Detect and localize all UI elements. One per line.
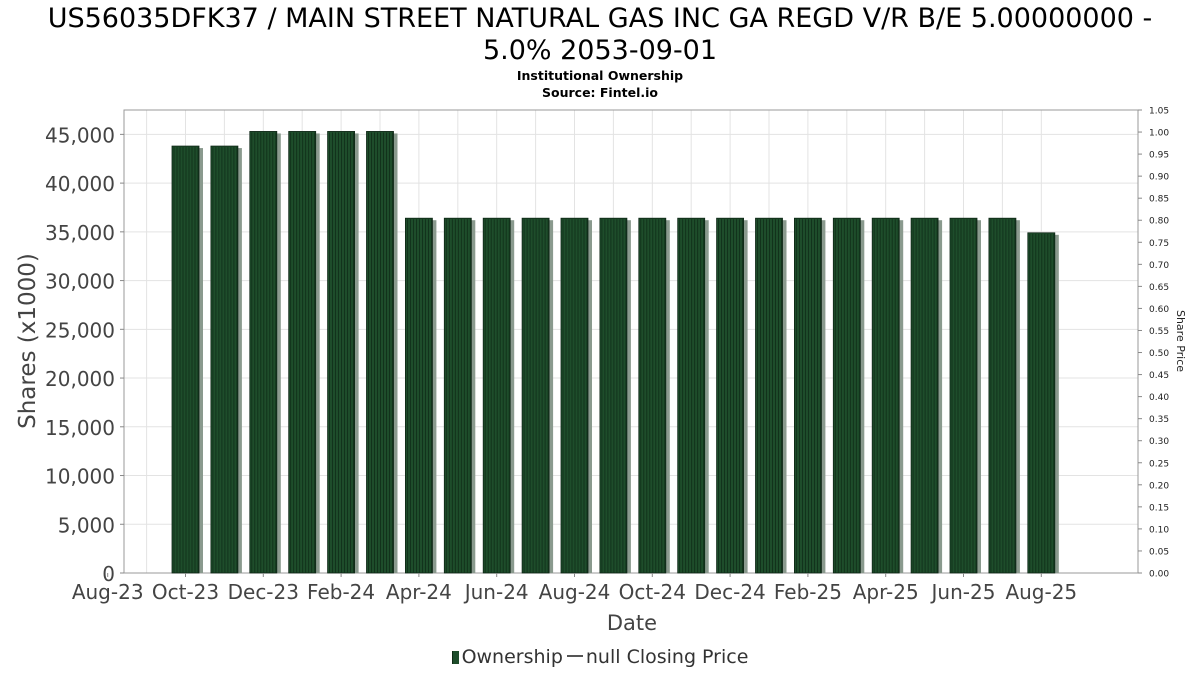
y-tick-label: 45,000 — [45, 123, 115, 147]
x-tick-label: Aug-25 — [1005, 580, 1077, 604]
ownership-bar — [171, 145, 203, 574]
x-tick-label: Dec-24 — [694, 580, 765, 604]
x-tick-label: Oct-23 — [152, 580, 219, 604]
price-legend-swatch — [566, 655, 583, 657]
ownership-bar — [443, 217, 476, 574]
ownership-bar — [1027, 232, 1059, 574]
x-tick-label: Feb-24 — [307, 580, 375, 604]
ownership-bar — [210, 145, 242, 574]
ownership-bar — [288, 131, 320, 574]
x-tick-label: Apr-24 — [386, 580, 452, 604]
ownership-bar — [755, 217, 787, 574]
legend: Ownership null Closing Price — [0, 646, 1200, 668]
y2-tick-label: 0.60 — [1149, 305, 1169, 315]
y2-tick-label: 1.00 — [1149, 129, 1169, 139]
y2-tick-label: 0.80 — [1149, 217, 1169, 227]
ownership-bar — [988, 217, 1020, 574]
y2-tick-label: 0.45 — [1149, 371, 1169, 381]
y2-tick-label: 0.65 — [1149, 283, 1169, 293]
y2-tick-label: 0.10 — [1149, 525, 1169, 535]
chart-title-line2: 5.0% 2053-09-01 — [482, 35, 718, 66]
ownership-bar — [521, 217, 554, 574]
y2-tick-label: 0.20 — [1149, 481, 1169, 491]
y2-tick-label: 0.55 — [1149, 327, 1169, 337]
ownership-bar — [249, 131, 281, 574]
y2-tick-label: 0.25 — [1149, 459, 1169, 469]
x-tick-label: Dec-23 — [228, 580, 299, 604]
chart-subtitle: Institutional Ownership — [516, 68, 684, 83]
ownership-bar — [794, 217, 826, 574]
y-tick-label: 25,000 — [45, 318, 115, 342]
x-axis-label: Date — [607, 611, 657, 635]
y2-tick-label: 0.40 — [1149, 393, 1169, 403]
legend-price: null Closing Price — [585, 646, 749, 668]
ownership-bar — [910, 217, 943, 574]
ownership-bar — [677, 217, 709, 574]
y-tick-label: 0 — [102, 562, 115, 586]
ownership-bar — [560, 217, 592, 574]
x-tick-label: Apr-25 — [853, 580, 919, 604]
y2-tick-label: 0.95 — [1149, 151, 1169, 161]
y-tick-label: 10,000 — [45, 465, 115, 489]
x-axis-ticks: Aug-23 Oct-23 Dec-23 Feb-24 Apr-24 Jun-24 Aug-… — [72, 573, 1077, 604]
ownership-bar — [949, 217, 981, 574]
y2-tick-label: 0.05 — [1149, 547, 1169, 557]
ownership-legend-swatch — [451, 651, 459, 664]
x-tick-label: Jun-25 — [930, 580, 996, 604]
x-tick-label: Jun-24 — [463, 580, 529, 604]
y2-tick-label: 0.15 — [1149, 503, 1169, 513]
y2-tick-label: 0.35 — [1149, 415, 1169, 425]
ownership-bar — [327, 131, 359, 574]
x-tick-label: Oct-24 — [619, 580, 686, 604]
y2-tick-label: 0.70 — [1149, 261, 1169, 271]
ownership-bar — [871, 217, 904, 574]
y2-tick-label: 1.05 — [1149, 107, 1169, 117]
ownership-bar — [404, 217, 437, 574]
y2-tick-label: 0.30 — [1149, 437, 1169, 447]
x-tick-label: Aug-23 — [72, 580, 144, 604]
y-tick-label: 35,000 — [45, 221, 115, 245]
chart-title-line1: US56035DFK37 / MAIN STREET NATURAL GAS I… — [47, 3, 1153, 34]
ownership-bar — [599, 217, 631, 574]
y2-tick-label: 0.00 — [1149, 570, 1169, 580]
ownership-bar — [638, 217, 670, 574]
ownership-bar — [832, 217, 865, 574]
y2-axis-label: Share Price — [1174, 310, 1187, 372]
y2-tick-label: 0.50 — [1149, 349, 1169, 359]
y-tick-label: 30,000 — [45, 270, 115, 294]
ownership-bar — [716, 217, 748, 574]
y-axis-ticks: 0 5,000 10,000 15,000 20,000 25,000 30,000 35,0… — [45, 123, 124, 586]
ownership-bar — [366, 131, 398, 574]
y-tick-label: 20,000 — [45, 367, 115, 391]
x-tick-label: Aug-24 — [539, 580, 611, 604]
ownership-bar — [482, 217, 515, 574]
y-tick-label: 40,000 — [45, 172, 115, 196]
bars-group — [171, 131, 1059, 574]
y2-axis-ticks: 0.00 0.05 0.10 0.15 0.20 0.25 0.30 0.35 0.40 0.45… — [1138, 107, 1169, 580]
y2-tick-label: 0.90 — [1149, 173, 1169, 183]
legend-ownership: Ownership — [461, 646, 563, 668]
x-tick-label: Feb-25 — [774, 580, 842, 604]
y-tick-label: 5,000 — [58, 513, 115, 537]
y2-tick-label: 0.75 — [1149, 239, 1169, 249]
chart-source: Source: Fintel.io — [542, 85, 658, 100]
plot-area — [123, 109, 1139, 574]
y2-tick-label: 0.85 — [1149, 195, 1169, 205]
y-axis-label: Shares (x1000) — [15, 253, 41, 429]
y-tick-label: 15,000 — [45, 416, 115, 440]
